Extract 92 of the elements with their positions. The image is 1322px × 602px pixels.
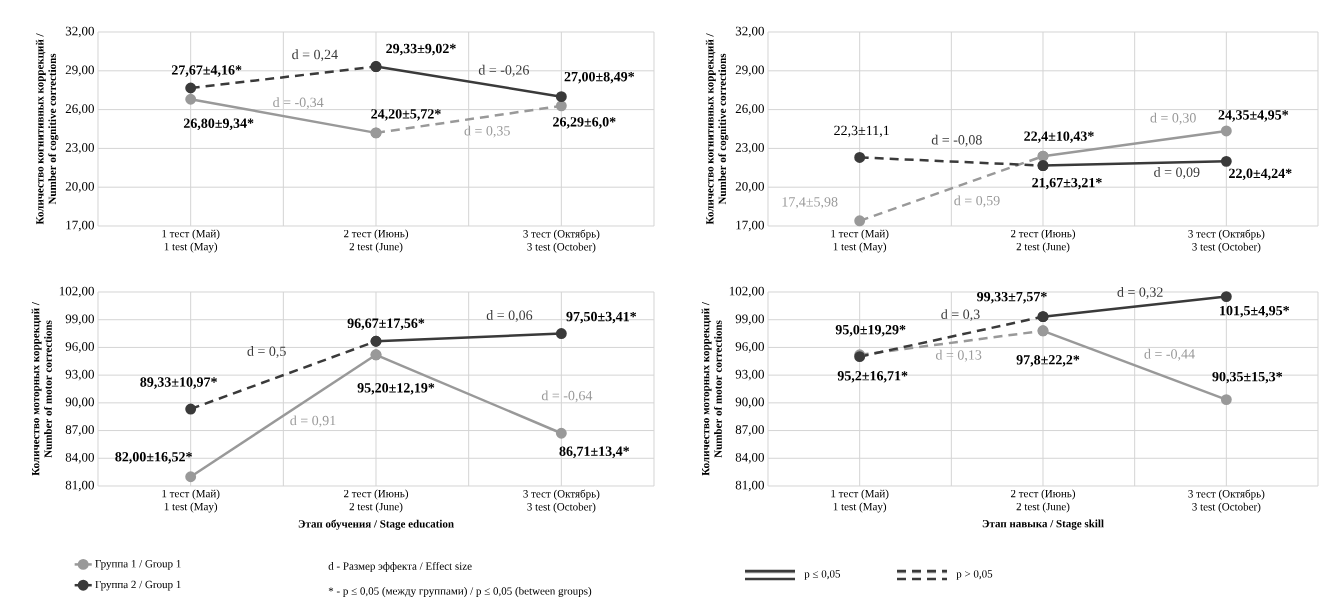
text: p > 0,05	[956, 570, 993, 580]
data-label: 22,4±10,43*	[1024, 131, 1094, 143]
annotation: d = 0,5	[247, 346, 286, 358]
legend-label: Группа 2 / Group 1	[95, 580, 181, 591]
annotation: d = 0,13	[935, 349, 982, 362]
legend-label: Группа 1 / Group 1	[95, 560, 181, 570]
data-label: 95,0±19,29*	[835, 324, 906, 337]
y-axis-title: Количество когнитивных коррекций / Number of cognitive corrections	[35, 33, 59, 225]
y-tick-label: 81,00	[735, 480, 764, 492]
y-tick-label: 84,00	[65, 452, 94, 464]
y-tick-label: 23,00	[735, 143, 764, 154]
data-label: 21,67±3,21*	[1032, 177, 1102, 190]
annotation: d = -0,26	[478, 64, 529, 77]
y-tick-label: 84,00	[735, 452, 764, 464]
annotation: d = -0,34	[273, 97, 324, 110]
data-label: 99,33±7,57*	[977, 291, 1047, 304]
annotation: d = 0,30	[1150, 112, 1196, 125]
x-tick-label: 1 тест (Май) 1 test (May)	[831, 229, 889, 253]
y-tick-label: 99,00	[735, 314, 764, 326]
data-label: 97,50±3,41*	[566, 311, 637, 324]
x-tick-label: 3 тест (Октябрь) 3 test (October)	[1188, 229, 1265, 253]
annotation: d = 0,3	[941, 309, 980, 322]
data-label: 24,35±4,95*	[1218, 110, 1289, 122]
x-tick-label: 2 тест (Июнь) 2 test (June)	[1010, 489, 1076, 513]
annotation: d = -0,64	[541, 390, 593, 403]
y-tick-label: 20,00	[735, 181, 764, 193]
y-tick-label: 17,00	[66, 220, 94, 232]
y-axis-title: Количество моторных коррекций / Number of motor corrections	[31, 302, 52, 476]
data-label: 22,0±4,24*	[1229, 168, 1292, 181]
annotation: d = -0,08	[931, 134, 982, 147]
text: * - p ≤ 0,05 (между группами) / p ≤ 0,05 (between groups)	[328, 587, 592, 597]
y-tick-label: 102,00	[729, 286, 764, 298]
y-tick-label: 81,00	[65, 480, 94, 492]
x-tick-label: 3 тест (Октябрь) 3 test (October)	[523, 489, 600, 513]
data-label: 95,2±16,71*	[837, 371, 908, 383]
x-tick-label: 3 тест (Октябрь) 3 test (October)	[1188, 489, 1265, 513]
y-tick-label: 93,00	[735, 369, 764, 381]
annotation: d = 0,91	[290, 415, 336, 428]
annotation: d = 0,32	[1117, 286, 1163, 299]
y-tick-label: 26,00	[65, 104, 94, 115]
y-tick-label: 17,00	[736, 220, 764, 232]
data-label: 24,20±5,72*	[371, 109, 441, 121]
y-tick-label: 99,00	[65, 314, 94, 326]
text: p ≤ 0,05	[804, 570, 841, 580]
data-label: 86,71±13,4*	[559, 446, 630, 458]
x-tick-label: 1 тест (Май) 1 test (May)	[831, 489, 889, 513]
y-axis-title: Количество когнитивных коррекций / Number of cognitive corrections	[705, 33, 729, 225]
y-tick-label: 87,00	[65, 425, 94, 436]
y-tick-label: 32,00	[735, 26, 764, 38]
y-tick-label: 26,00	[735, 104, 764, 115]
annotation: d = 0,35	[464, 125, 510, 138]
x-axis-title: Этап навыка / Stage skill	[982, 519, 1104, 530]
y-tick-label: 23,00	[65, 143, 94, 154]
data-label: 90,35±15,3*	[1212, 371, 1283, 384]
data-label: 89,33±10,97*	[140, 377, 217, 389]
x-tick-label: 3 тест (Октябрь) 3 test (October)	[523, 229, 600, 253]
y-tick-label: 87,00	[735, 425, 764, 436]
x-tick-label: 2 тест (Июнь) 2 test (June)	[343, 489, 409, 513]
x-tick-label: 1 тест (Май) 1 test (May)	[162, 489, 220, 513]
annotation: d = 0,09	[1154, 167, 1200, 179]
x-tick-label: 2 тест (Июнь) 2 test (June)	[343, 229, 409, 253]
y-tick-label: 32,00	[65, 26, 94, 38]
y-tick-label: 102,00	[59, 286, 94, 298]
y-tick-label: 96,00	[65, 342, 94, 353]
annotation: d = -0,44	[1144, 348, 1195, 361]
y-tick-label: 29,00	[65, 65, 94, 77]
annotation: d = 0,24	[292, 49, 338, 62]
y-tick-label: 90,00	[65, 397, 94, 409]
x-tick-label: 2 тест (Июнь) 2 test (June)	[1010, 229, 1076, 253]
data-label: 97,8±22,2*	[1016, 355, 1080, 367]
data-label: 27,67±4,16*	[171, 65, 242, 77]
data-label: 29,33±9,02*	[386, 43, 456, 56]
data-label: 17,4±5,98	[782, 197, 838, 209]
data-label: 27,00±8,49*	[564, 71, 635, 84]
data-label: 26,80±9,34*	[183, 118, 254, 130]
data-label: 95,20±12,19*	[357, 383, 435, 395]
x-tick-label: 1 тест (Май) 1 test (May)	[162, 229, 220, 253]
y-tick-label: 93,00	[65, 369, 94, 381]
text: d - Размер эффекта / Effect size	[328, 561, 472, 573]
y-tick-label: 29,00	[735, 65, 764, 77]
data-label: 22,3±11,1	[834, 125, 889, 138]
data-label: 96,67±17,56*	[347, 318, 425, 330]
y-tick-label: 20,00	[65, 181, 94, 193]
data-label: 26,29±6,0*	[553, 117, 616, 129]
data-label: 101,5±4,95*	[1220, 305, 1290, 318]
annotation: d = 0,06	[486, 310, 533, 322]
data-label: 82,00±16,52*	[115, 452, 192, 464]
annotation: d = 0,59	[954, 195, 1000, 208]
x-axis-title: Этап обучения / Stage education	[298, 519, 454, 530]
y-tick-label: 96,00	[735, 342, 764, 353]
y-axis-title: Количество моторных коррекций / Number of motor corrections	[701, 302, 722, 476]
y-tick-label: 90,00	[735, 397, 764, 409]
